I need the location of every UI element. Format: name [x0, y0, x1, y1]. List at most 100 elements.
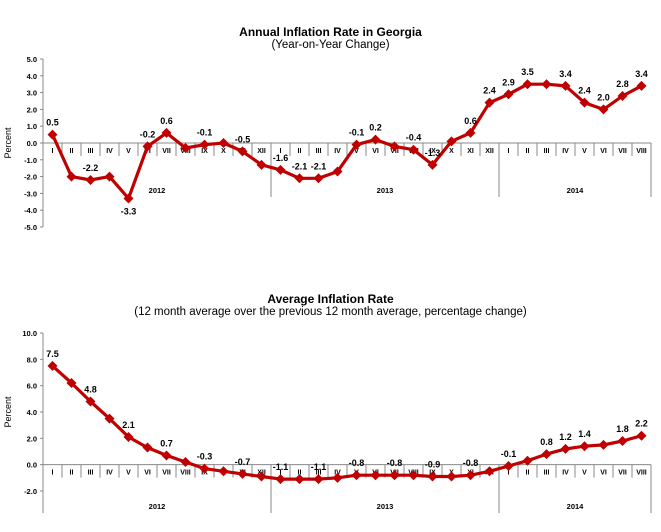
- data-label: 2.4: [578, 86, 591, 96]
- category-label: X: [221, 148, 226, 155]
- y-tick-label: -5.0: [24, 223, 37, 232]
- category-label: II: [70, 148, 74, 155]
- data-point-marker: [313, 173, 324, 184]
- data-label: 2.4: [483, 86, 496, 96]
- data-point-marker: [560, 80, 571, 91]
- data-point-marker: [541, 79, 552, 90]
- data-label: 3.5: [521, 67, 534, 77]
- category-label: VI: [600, 148, 607, 155]
- year-label: 2013: [377, 186, 394, 195]
- data-point-marker: [427, 159, 438, 170]
- category-label: V: [582, 148, 587, 155]
- data-label: -1.6: [273, 153, 289, 163]
- category-label: II: [298, 148, 302, 155]
- data-label: -0.5: [235, 134, 251, 144]
- data-label: 0.6: [464, 116, 477, 126]
- series-line: [51, 82, 643, 200]
- data-point-marker: [370, 134, 381, 145]
- category-label: III: [88, 148, 94, 155]
- category-label: VI: [144, 148, 151, 155]
- category-label: VI: [372, 148, 379, 155]
- year-label: 2012: [149, 186, 166, 195]
- category-label: V: [354, 148, 359, 155]
- category-label: XII: [485, 148, 494, 155]
- data-point-marker: [636, 80, 647, 91]
- y-tick-label: 2.0: [27, 105, 37, 114]
- data-label: -0.4: [406, 133, 422, 143]
- data-point-marker: [66, 171, 77, 182]
- data-label: 2.9: [502, 77, 515, 87]
- data-point-marker: [465, 127, 476, 138]
- data-point-marker: [522, 79, 533, 90]
- category-label: IV: [562, 148, 569, 155]
- data-point-marker: [104, 171, 115, 182]
- y-axis-label: Percent: [3, 127, 13, 159]
- data-label: -2.1: [292, 161, 308, 171]
- category-label: VII: [618, 148, 627, 155]
- data-point-marker: [161, 127, 172, 138]
- data-label: 0.6: [160, 116, 173, 126]
- category-label: IV: [334, 148, 341, 155]
- data-label: -2.1: [311, 161, 327, 171]
- category-label: XI: [467, 148, 474, 155]
- chart2-title: Average Inflation Rate: [267, 292, 394, 306]
- data-label: 3.4: [559, 69, 572, 79]
- category-label: X: [449, 148, 454, 155]
- y-tick-label: -4.0: [24, 206, 37, 215]
- data-point-marker: [389, 141, 400, 152]
- category-label: VII: [390, 148, 399, 155]
- data-point-marker: [199, 139, 210, 150]
- category-label: VIII: [636, 148, 647, 155]
- y-tick-label: -1.0: [24, 156, 37, 165]
- data-label: -1.3: [425, 148, 441, 158]
- category-label: I: [508, 148, 510, 155]
- data-label: 0.5: [46, 118, 59, 128]
- y-tick-label: -3.0: [24, 189, 37, 198]
- data-point-marker: [598, 104, 609, 115]
- y-tick-label: 1.0: [27, 122, 37, 131]
- category-label: III: [316, 148, 322, 155]
- category-label: IX: [429, 148, 436, 155]
- data-label: 2.0: [597, 92, 610, 102]
- category-label: XII: [257, 148, 266, 155]
- data-point-marker: [617, 90, 628, 101]
- data-label: -0.1: [197, 128, 213, 138]
- data-point-marker: [85, 174, 96, 185]
- data-point-marker: [294, 173, 305, 184]
- category-label: VII: [162, 148, 171, 155]
- data-point-marker: [218, 138, 229, 148]
- y-tick-label: 3.0: [27, 89, 37, 98]
- data-label: 0.2: [369, 123, 382, 133]
- data-point-marker: [256, 159, 267, 170]
- category-label: III: [544, 148, 550, 155]
- data-label: 2.8: [616, 79, 629, 89]
- category-label: IV: [106, 148, 113, 155]
- data-point-marker: [123, 193, 134, 204]
- category-label: I: [280, 148, 282, 155]
- category-label: II: [526, 148, 530, 155]
- data-point-marker: [332, 166, 343, 177]
- data-point-marker: [275, 164, 286, 175]
- data-point-marker: [142, 141, 153, 152]
- data-label: -3.3: [121, 206, 137, 216]
- y-tick-label: -2.0: [24, 173, 37, 182]
- y-tick-label: 4.0: [27, 72, 37, 81]
- data-label: -0.2: [140, 129, 156, 139]
- chart1-subtitle: (Year-on-Year Change): [271, 39, 390, 51]
- y-tick-label: 0.0: [27, 139, 37, 148]
- data-label: -0.1: [349, 128, 365, 138]
- data-point-marker: [180, 143, 191, 154]
- data-label: -2.2: [83, 163, 99, 173]
- year-label: 2014: [567, 186, 585, 195]
- chart1-title: Annual Inflation Rate in Georgia: [239, 25, 422, 39]
- chart2-subtitle: (12 month average over the previous 12 m…: [134, 306, 527, 318]
- y-tick-label: 5.0: [27, 55, 37, 64]
- data-point-marker: [237, 146, 248, 157]
- data-point-marker: [484, 97, 495, 108]
- data-point-marker: [408, 144, 419, 155]
- category-label: IX: [201, 148, 208, 155]
- data-point-marker: [351, 139, 362, 150]
- category-label: V: [126, 148, 131, 155]
- data-point-marker: [47, 129, 58, 140]
